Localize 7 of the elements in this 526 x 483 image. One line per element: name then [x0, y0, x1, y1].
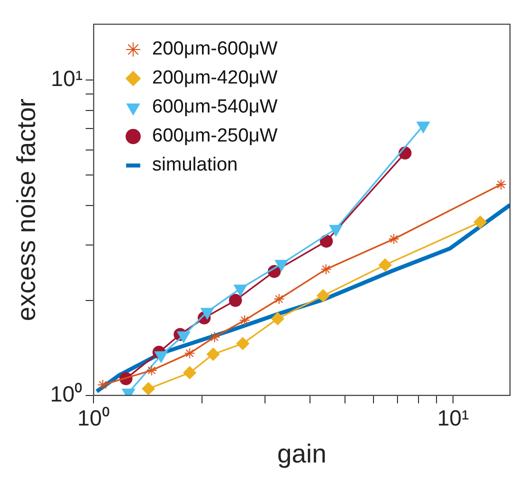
- legend-label: simulation: [152, 154, 238, 176]
- y-axis-title: excess noise factor: [10, 98, 41, 322]
- x-axis-title: gain: [277, 438, 326, 469]
- legend-label: 200μm-420μW: [152, 68, 278, 89]
- legend-label: 600μm-250μW: [152, 126, 278, 147]
- legend-label: 600μm-540μW: [152, 96, 278, 118]
- legend-label: 200μm-600μW: [152, 38, 278, 60]
